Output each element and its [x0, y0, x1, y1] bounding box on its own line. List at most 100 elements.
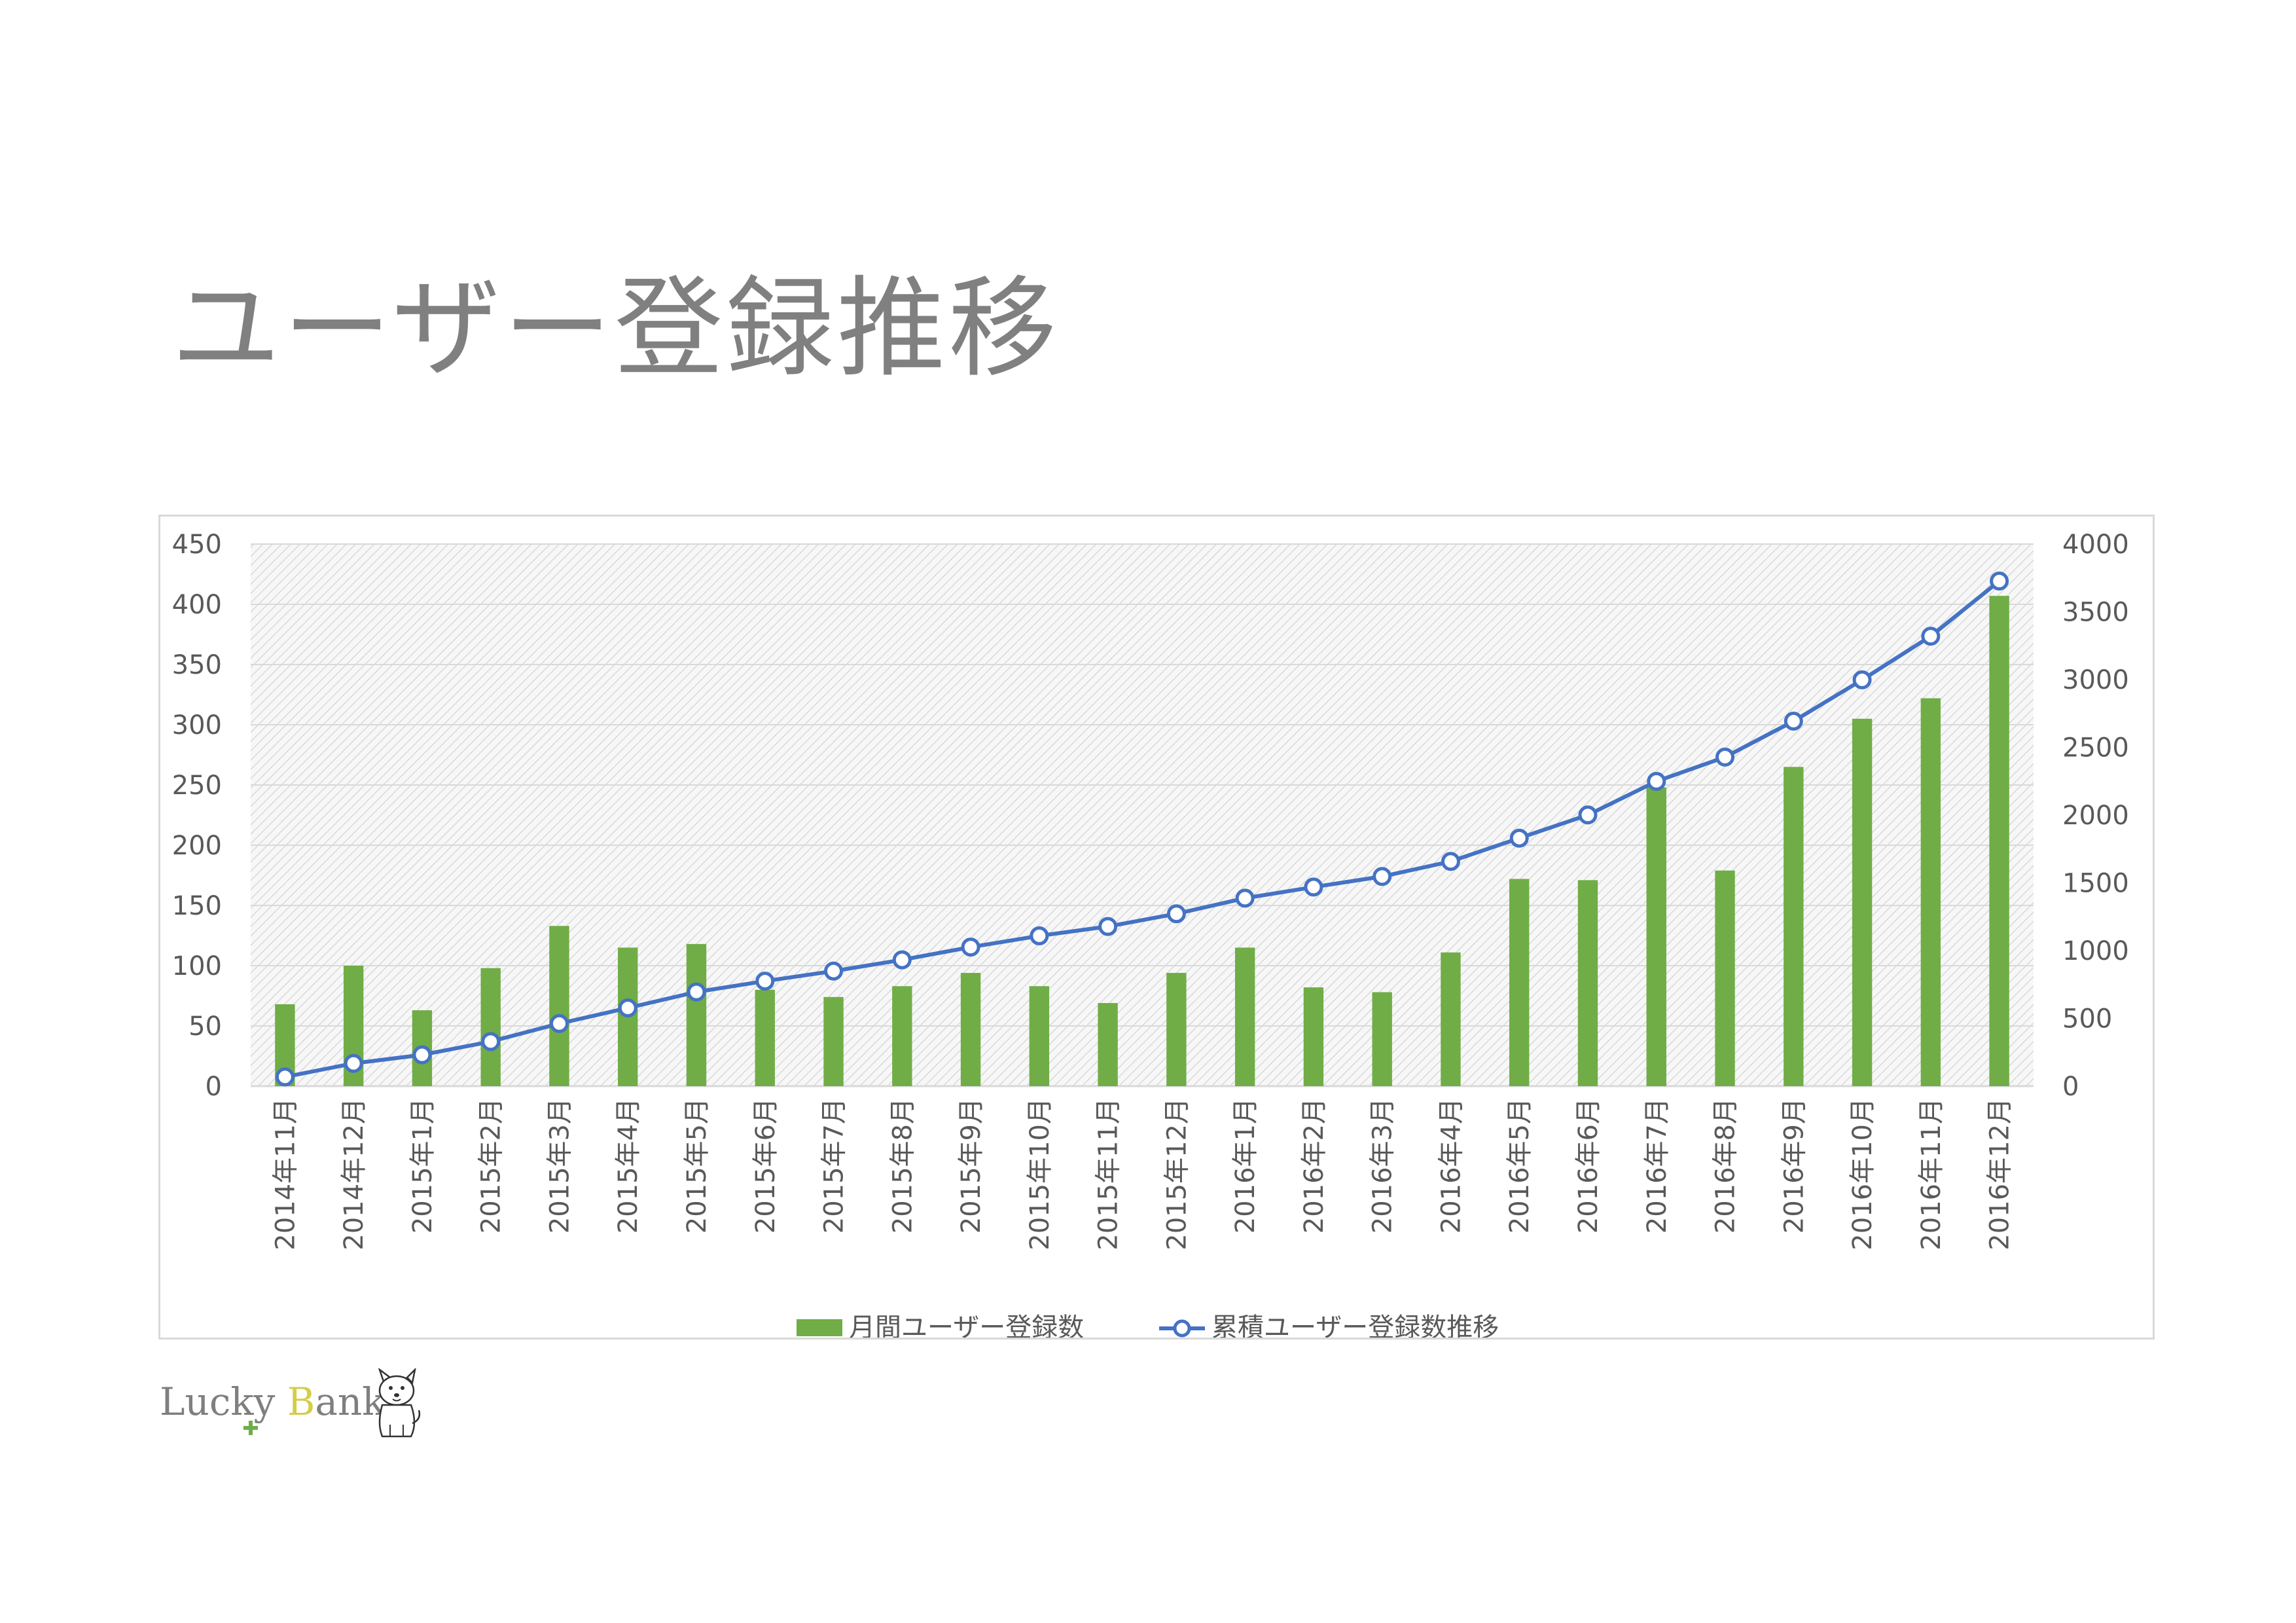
line-point [1647, 771, 1666, 791]
x-tick-label: 2016年6月 [1573, 1098, 1604, 1233]
clover-icon [243, 1421, 258, 1435]
x-tick-label: 2015年4月 [613, 1098, 643, 1233]
x-tick-label: 2016年5月 [1505, 1098, 1535, 1233]
line-point [1509, 828, 1529, 848]
lucky-bank-logo: Lucky Bank [160, 1368, 422, 1453]
y-right-tick-label: 3000 [2062, 665, 2129, 695]
x-tick-label: 2014年12月 [339, 1098, 369, 1250]
x-tick-label: 2015年11月 [1094, 1098, 1124, 1250]
y-right-tick-label: 500 [2062, 1004, 2112, 1034]
legend-bar-swatch [797, 1319, 842, 1336]
y-right-tick-label: 0 [2062, 1072, 2079, 1102]
y-left-tick-label: 100 [172, 951, 222, 981]
logo-text-lucky: Lucky [160, 1379, 276, 1424]
line-point [1098, 917, 1118, 936]
logo-text-b: B [287, 1379, 315, 1424]
bar [1166, 973, 1187, 1086]
plot-area [251, 544, 2034, 1086]
combo-chart: 0 50 100 150 200 250 300 350 400 450 0 500 1000 1500… [172, 530, 2129, 1338]
dog-icon [378, 1368, 421, 1438]
bar [686, 943, 707, 1086]
y-left-tick-label: 350 [172, 650, 222, 680]
line-point [1441, 852, 1460, 871]
x-tick-label: 2015年5月 [682, 1098, 712, 1233]
x-tick-label: 2015年12月 [1162, 1098, 1192, 1250]
y-left-tick-label: 200 [172, 831, 222, 861]
line-point [1784, 712, 1803, 731]
logo-text-ank: ank [315, 1379, 386, 1424]
bar [1441, 952, 1461, 1086]
x-tick-label: 2016年2月 [1299, 1098, 1329, 1233]
line-point [1921, 627, 1941, 646]
x-tick-label: 2015年2月 [476, 1098, 507, 1233]
y-left-tick-label: 300 [172, 710, 222, 740]
line-point [755, 972, 775, 991]
x-tick-label: 2015年9月 [956, 1098, 986, 1233]
bar [1715, 870, 1735, 1086]
line-point [687, 982, 706, 1002]
bar [1920, 698, 1941, 1086]
chart-frame: 0 50 100 150 200 250 300 350 400 450 0 500 1000 1500… [158, 515, 2155, 1340]
page-title: ユーザー登録推移 [171, 266, 1060, 392]
bar [960, 973, 981, 1086]
x-tick-label: 2016年7月 [1642, 1098, 1672, 1233]
bar [1372, 992, 1392, 1086]
line-point [275, 1067, 295, 1087]
y-right-tick-label: 4000 [2062, 530, 2129, 560]
y-left-tick-label: 50 [188, 1012, 222, 1042]
y-left-tick-label: 150 [172, 891, 222, 921]
line-point [1372, 867, 1392, 886]
line-point [412, 1045, 432, 1065]
bar [480, 968, 501, 1086]
y-right-tick-label: 3500 [2062, 598, 2129, 628]
y-right-tick-label: 2500 [2062, 733, 2129, 763]
bar [1577, 880, 1598, 1086]
line-point [824, 961, 844, 981]
line-point [1304, 877, 1323, 897]
line-point [549, 1013, 569, 1033]
bar [1852, 718, 1873, 1086]
x-tick-label: 2016年11月 [1916, 1098, 1946, 1250]
line-point [1715, 747, 1735, 767]
y-right-tick-label: 1000 [2062, 936, 2129, 966]
bar [549, 926, 569, 1086]
x-tick-label: 2016年1月 [1230, 1098, 1261, 1233]
line-point [1852, 670, 1872, 689]
x-tick-label: 2016年3月 [1368, 1098, 1398, 1233]
x-tick-label: 2015年7月 [819, 1098, 850, 1233]
legend-bar-label: 月間ユーザー登録数 [849, 1313, 1084, 1338]
bar [755, 989, 775, 1086]
line-point [1030, 926, 1049, 945]
bar [1303, 987, 1324, 1086]
bar [1784, 767, 1804, 1086]
x-tick-label: 2016年12月 [1985, 1098, 2015, 1250]
line-point [618, 998, 637, 1018]
y-left-tick-label: 400 [172, 590, 222, 620]
cumulative-line [284, 579, 2001, 1079]
legend-line-label: 累積ユーザー登録数推移 [1211, 1313, 1499, 1338]
y-left-tick-label: 450 [172, 530, 222, 560]
bar [892, 986, 912, 1086]
bar [823, 996, 844, 1086]
x-tick-label: 2016年9月 [1779, 1098, 1809, 1233]
line-point [961, 938, 980, 957]
bar [1234, 947, 1255, 1086]
bar [1989, 596, 2009, 1086]
line-point [1990, 572, 2009, 591]
x-tick-label: 2015年10月 [1025, 1098, 1055, 1250]
y-left-tick-label: 250 [172, 771, 222, 801]
bar [1509, 879, 1530, 1086]
x-tick-label: 2015年6月 [751, 1098, 781, 1233]
line-point [1235, 888, 1255, 908]
line-point [344, 1053, 363, 1073]
line-point [1578, 805, 1598, 825]
x-tick-label: 2016年8月 [1711, 1098, 1741, 1233]
bar [1029, 986, 1050, 1086]
line-point [481, 1032, 501, 1051]
y-left-tick-label: 0 [206, 1072, 222, 1102]
x-tick-label: 2015年1月 [408, 1098, 438, 1233]
bar [1646, 787, 1666, 1086]
line-point [1166, 904, 1186, 924]
x-tick-label: 2016年10月 [1848, 1098, 1878, 1250]
line-point [892, 950, 912, 970]
